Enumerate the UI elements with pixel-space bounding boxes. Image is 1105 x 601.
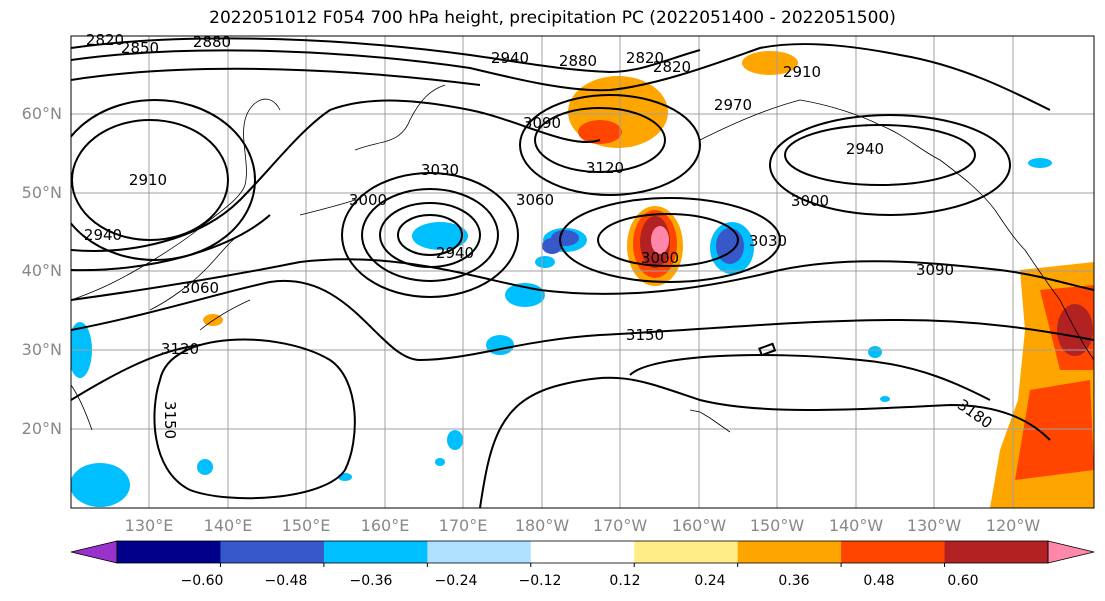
colorbar-swatch xyxy=(737,541,842,563)
lon-label: 160°E xyxy=(360,516,410,535)
colorbar-swatch xyxy=(944,541,1049,563)
colorbar-tick-label: 0.60 xyxy=(947,573,979,589)
contour-label: 2820 xyxy=(626,49,664,67)
colorbar-extend-high xyxy=(1047,540,1095,564)
colorbar-tick-label: −0.60 xyxy=(180,573,224,589)
contour-label: 2940 xyxy=(436,244,474,262)
lon-label: 120°W xyxy=(985,516,1041,535)
contour-label: 3000 xyxy=(791,192,829,210)
contour-label: 3030 xyxy=(749,232,787,250)
lon-label: 180°W xyxy=(514,516,570,535)
contour-label: 2940 xyxy=(846,140,884,158)
lon-label: 160°W xyxy=(671,516,727,535)
contour-label: 2910 xyxy=(129,171,167,189)
map-title: 2022051012 F054 700 hPa height, precipit… xyxy=(209,8,896,28)
contour-label: 2850 xyxy=(121,39,159,57)
contour-label: 3030 xyxy=(421,161,459,179)
lon-label: 170°W xyxy=(592,516,648,535)
coastlines xyxy=(71,84,1094,433)
contour-label: 2970 xyxy=(714,96,752,114)
lat-label-50n: 50°N xyxy=(21,183,62,202)
contour-label: 3090 xyxy=(523,114,561,132)
colorbar-tick-label: −0.36 xyxy=(349,573,393,589)
lon-label: 140°E xyxy=(203,516,253,535)
colorbar-tick-label: 0.12 xyxy=(609,573,641,589)
height-contours xyxy=(71,37,1094,508)
colorbar-tick-label: −0.12 xyxy=(518,573,562,589)
lon-label: 150°W xyxy=(749,516,805,535)
contour-label: 3060 xyxy=(181,279,219,297)
contour-label: 2910 xyxy=(783,63,821,81)
lon-label: 140°W xyxy=(828,516,884,535)
colorbar-swatch xyxy=(427,541,532,563)
contour-label: 3150 xyxy=(161,401,179,439)
lat-label-60n: 60°N xyxy=(21,104,62,123)
map-border xyxy=(70,35,1095,509)
contour-label: 2940 xyxy=(491,49,529,67)
colorbar-extend-low xyxy=(70,540,118,564)
colorbar xyxy=(70,540,1095,567)
colorbar-swatch xyxy=(841,541,946,563)
contour-label: 2820 xyxy=(653,58,691,76)
contour-label: 2880 xyxy=(559,52,597,70)
contour-label: 3090 xyxy=(916,261,954,279)
colorbar-tick-label: −0.48 xyxy=(264,573,308,589)
colorbar-swatch xyxy=(530,541,635,563)
lon-label: 170°E xyxy=(438,516,488,535)
colorbar-tick-label: 0.48 xyxy=(863,573,895,589)
contour-label: 3000 xyxy=(641,249,679,267)
colorbar-swatch xyxy=(323,541,428,563)
contour-label: 3120 xyxy=(586,159,624,177)
contour-label: 2940 xyxy=(84,226,122,244)
contour-label: 3060 xyxy=(516,191,554,209)
lat-label-20n: 20°N xyxy=(21,419,62,438)
colorbar-swatch xyxy=(117,541,221,563)
colorbar-swatch xyxy=(220,541,325,563)
colorbar-swatch xyxy=(634,541,739,563)
contour-label: 3120 xyxy=(161,340,199,358)
colorbar-tick-label: 0.24 xyxy=(694,573,726,589)
contour-labels: 2820 2850 2880 2940 2880 2820 2820 2910 … xyxy=(84,31,996,439)
contour-label: 3150 xyxy=(626,326,664,344)
contour-label: 2880 xyxy=(193,33,231,51)
contour-label: 3000 xyxy=(349,191,387,209)
lon-label: 130°W xyxy=(906,516,962,535)
lon-label: 150°E xyxy=(281,516,331,535)
colorbar-tick-label: 0.36 xyxy=(778,573,810,589)
contour-label: 2820 xyxy=(86,31,124,49)
colorbar-tick-label: −0.24 xyxy=(434,573,478,589)
lon-label: 130°E xyxy=(124,516,174,535)
colorbar-outline xyxy=(116,540,1049,564)
lat-label-40n: 40°N xyxy=(21,261,62,280)
lat-label-30n: 30°N xyxy=(21,340,62,359)
